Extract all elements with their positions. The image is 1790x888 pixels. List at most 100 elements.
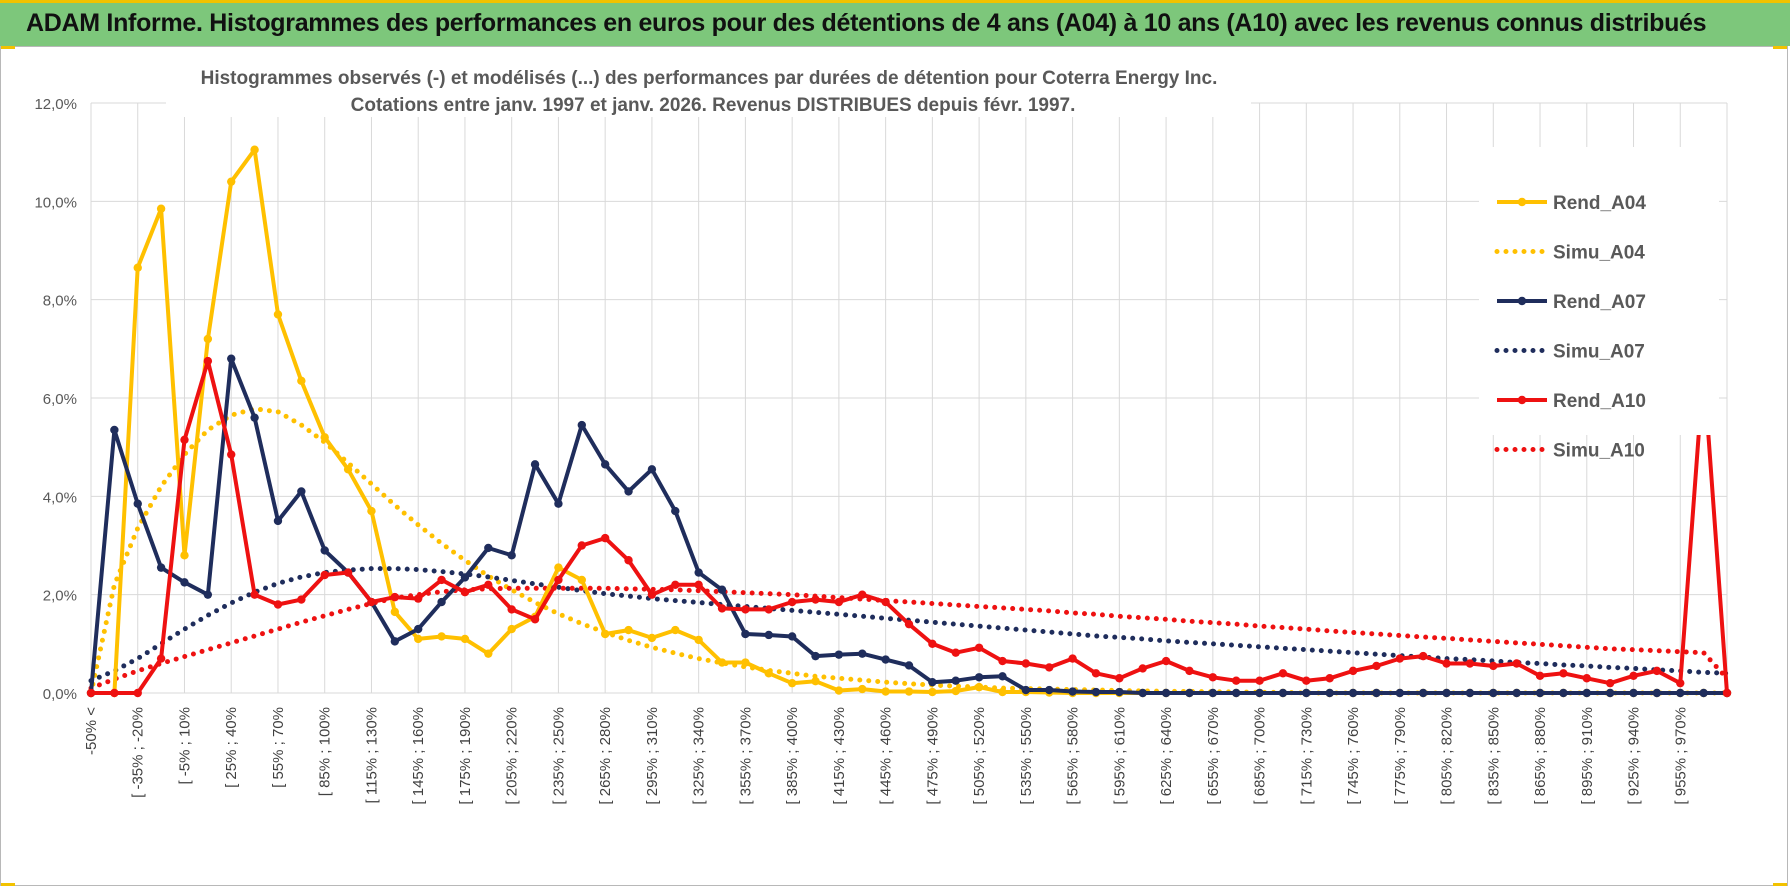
data-point-rend-a10 (1325, 674, 1334, 683)
data-point-rend-a10 (647, 590, 657, 599)
data-point-rend-a07 (320, 546, 329, 555)
data-point-rend-a10 (180, 435, 189, 444)
data-point-rend-a07 (1161, 688, 1171, 698)
data-point-rend-a10 (764, 605, 773, 614)
y-tick-label: 0,0% (43, 686, 77, 703)
x-tick-label: [ 475% ; 490% (924, 707, 941, 805)
data-point-rend-a07 (1535, 688, 1545, 698)
data-point-rend-a07 (1232, 688, 1241, 698)
data-point-rend-a04 (951, 686, 960, 696)
data-point-rend-a07 (1068, 687, 1077, 696)
data-point-rend-a04 (507, 624, 516, 634)
data-point-rend-a10 (297, 595, 306, 604)
data-point-rend-a04 (577, 575, 586, 585)
data-point-rend-a10 (437, 575, 446, 585)
data-point-rend-a10 (507, 605, 516, 614)
data-point-rend-a04 (437, 632, 446, 641)
data-point-rend-a04 (858, 684, 867, 694)
data-point-rend-a04 (273, 310, 283, 319)
data-point-rend-a10 (1629, 671, 1638, 680)
data-point-rend-a10 (273, 600, 283, 609)
x-tick-label: [ 85% ; 100% (317, 707, 334, 796)
y-tick-label: 2,0% (43, 588, 77, 605)
y-tick-label: 4,0% (43, 489, 77, 506)
legend-label-rend-a10: Rend_A10 (1553, 391, 1646, 412)
data-point-rend-a10 (1512, 659, 1521, 668)
chart-subtitle: Cotations entre janv. 1997 et janv. 2026… (351, 95, 1076, 116)
data-point-rend-a07 (250, 413, 259, 422)
data-point-rend-a07 (1185, 688, 1194, 698)
x-tick-label: [ 415% ; 430% (831, 707, 848, 805)
data-point-rend-a04 (180, 551, 189, 560)
corner-mark-top-right (1773, 46, 1787, 49)
data-point-rend-a10 (1605, 678, 1615, 688)
data-point-rend-a07 (180, 578, 189, 587)
x-tick-label: [ 175% ; 190% (457, 707, 474, 805)
data-point-rend-a07 (974, 673, 984, 682)
data-point-rend-a10 (717, 604, 727, 613)
y-tick-label: 10,0% (34, 194, 77, 211)
data-point-rend-a04 (741, 658, 750, 667)
banner-title: ADAM Informe. Histogrammes des performan… (26, 9, 1707, 37)
data-point-rend-a07 (904, 661, 914, 670)
data-point-rend-a07 (1395, 688, 1405, 698)
y-tick-label: 8,0% (43, 293, 77, 310)
x-tick-label: [ 655% ; 670% (1205, 707, 1222, 805)
data-point-rend-a10 (1676, 678, 1685, 688)
x-axis: -50% < [ -35% ; -20% [ -5% ; 10% [ 25% ; 40… (83, 707, 1689, 805)
x-tick-label: [ 895% ; 910% (1579, 707, 1596, 805)
data-point-rend-a07 (273, 516, 283, 526)
data-point-rend-a07 (507, 551, 516, 560)
data-point-rend-a07 (1348, 688, 1358, 698)
data-point-rend-a07 (858, 649, 867, 658)
legend-label-rend-a07: Rend_A07 (1553, 292, 1646, 313)
data-point-rend-a04 (390, 607, 400, 617)
data-point-rend-a07 (881, 655, 890, 664)
data-point-rend-a07 (133, 499, 142, 508)
data-point-rend-a07 (1418, 688, 1428, 698)
data-point-rend-a07 (741, 629, 750, 639)
data-point-rend-a10 (1418, 651, 1428, 661)
data-point-rend-a10 (1232, 676, 1241, 685)
data-point-rend-a10 (343, 568, 353, 577)
data-point-rend-a10 (1722, 688, 1732, 698)
legend-box (1479, 147, 1719, 435)
data-point-rend-a10 (858, 590, 867, 599)
data-point-rend-a10 (1068, 654, 1077, 663)
data-point-rend-a10 (998, 656, 1007, 666)
legend-label-simu-a07: Simu_A07 (1553, 342, 1645, 363)
data-point-rend-a10 (367, 597, 376, 607)
data-point-rend-a04 (133, 263, 142, 272)
legend-label-simu-a04: Simu_A04 (1553, 243, 1645, 264)
x-tick-label: [ 145% ; 160% (410, 707, 427, 805)
x-tick-label: [ 955% ; 970% (1672, 707, 1689, 805)
data-point-rend-a10 (577, 541, 586, 550)
data-point-rend-a04 (600, 629, 610, 639)
x-tick-label: [ 55% ; 70% (270, 707, 287, 788)
x-tick-label: [ 25% ; 40% (223, 707, 240, 788)
x-tick-label: [ 865% ; 880% (1532, 707, 1549, 805)
x-tick-label: [ 535% ; 550% (1018, 707, 1035, 805)
data-point-rend-a07 (1652, 688, 1662, 698)
data-point-rend-a10 (414, 594, 423, 603)
data-point-rend-a10 (390, 592, 400, 602)
data-point-rend-a07 (1465, 688, 1475, 698)
data-point-rend-a07 (1372, 688, 1381, 698)
data-point-rend-a10 (1115, 674, 1124, 683)
data-point-rend-a04 (717, 658, 727, 667)
data-point-rend-a07 (203, 590, 213, 599)
grid (90, 102, 1728, 694)
corner-mark-top-left (1, 46, 15, 49)
y-axis: 0,0% 2,0% 4,0% 6,0% 8,0% 10,0% 12,0% (34, 96, 77, 703)
x-tick-label: [ 805% ; 820% (1439, 707, 1456, 805)
data-point-rend-a10 (811, 595, 820, 604)
data-point-rend-a10 (203, 356, 213, 366)
legend-marker-rend-a04 (1517, 197, 1527, 207)
data-point-rend-a10 (834, 597, 844, 607)
data-point-rend-a10 (624, 556, 633, 565)
x-tick-label: [ 745% ; 760% (1345, 707, 1362, 805)
data-point-rend-a10 (1559, 669, 1568, 678)
chart-frame: 0,0% 2,0% 4,0% 6,0% 8,0% 10,0% 12,0% -50% < [ -… (0, 46, 1788, 886)
data-point-rend-a10 (1395, 654, 1405, 663)
data-point-rend-a10 (787, 597, 797, 607)
